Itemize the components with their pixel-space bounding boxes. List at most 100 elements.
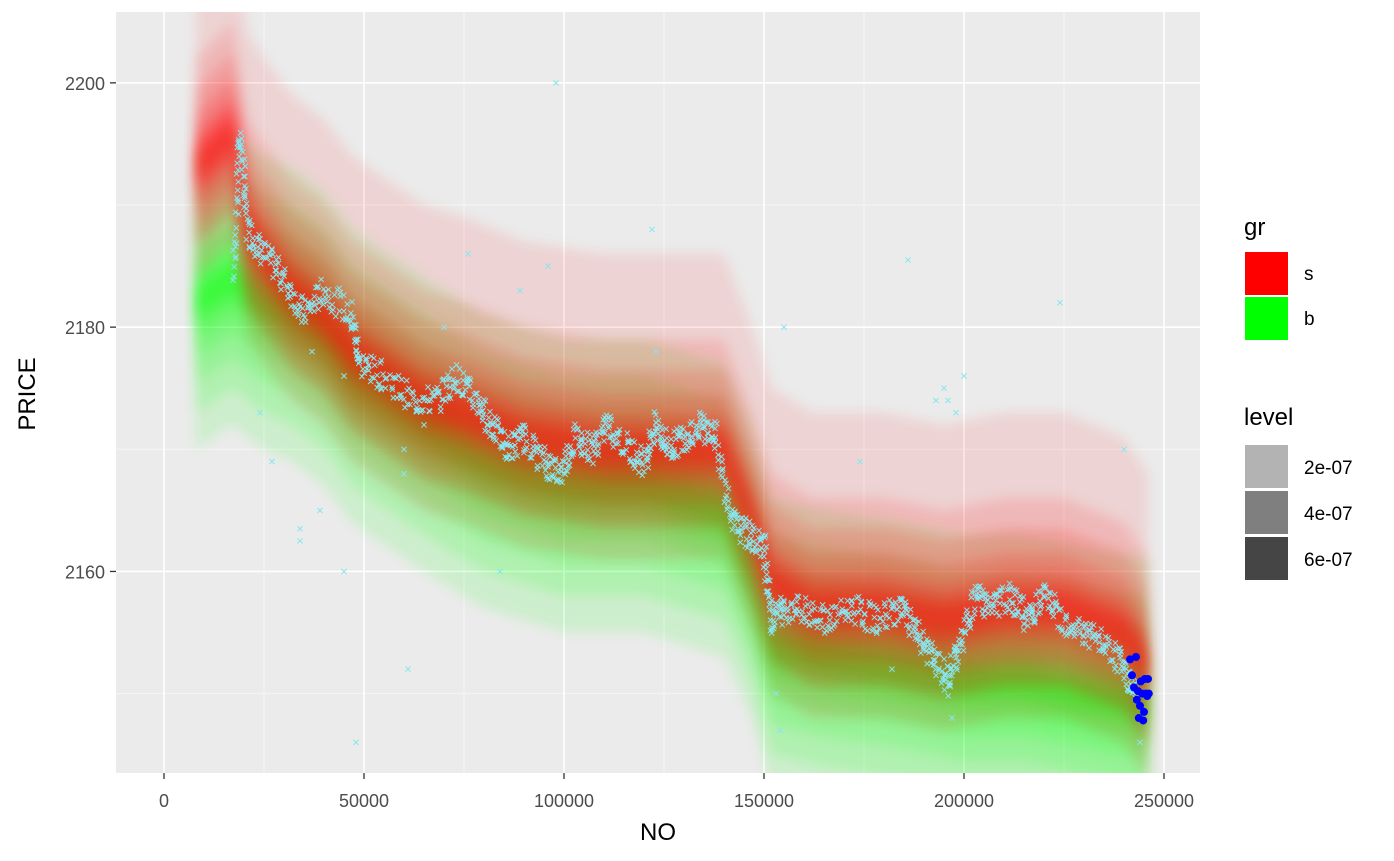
scatter-point (695, 433, 702, 440)
scatter-point (248, 222, 255, 229)
scatter-point (935, 650, 942, 657)
scatter-point (341, 373, 347, 379)
scatter-point (852, 621, 859, 627)
scatter-point (316, 295, 323, 302)
scatter-point (232, 232, 239, 239)
scatter-point (545, 460, 552, 467)
scatter-point (1040, 593, 1047, 599)
scatter-point (539, 462, 546, 469)
scatter-point (968, 594, 975, 601)
scatter-point (996, 612, 1003, 619)
scatter-point (907, 613, 914, 620)
scatter-point (571, 421, 578, 428)
scatter-point (765, 588, 771, 595)
scatter-point (624, 430, 631, 437)
scatter-point (495, 417, 502, 424)
scatter-point (495, 422, 502, 429)
scatter-point (953, 647, 960, 654)
scatter-point (1118, 648, 1125, 655)
scatter-point (439, 396, 446, 403)
scatter-point (698, 411, 704, 418)
scatter-point (567, 443, 574, 450)
scatter-point (238, 147, 245, 154)
scatter-point (1042, 584, 1049, 591)
scatter-point (770, 625, 777, 632)
scatter-point (788, 601, 795, 608)
scatter-point (240, 173, 247, 180)
scatter-point (624, 439, 631, 446)
scatter-point (355, 360, 362, 367)
scatter-point (1071, 633, 1078, 640)
scatter-point (941, 656, 948, 662)
scatter-point (1050, 613, 1057, 620)
scatter-point (654, 430, 661, 437)
scatter-point (470, 401, 477, 408)
scatter-point (1018, 596, 1025, 603)
x-tick-label: 0 (159, 791, 169, 811)
scatter-point (802, 594, 809, 601)
scatter-point (318, 276, 325, 283)
scatter-point (401, 470, 407, 477)
scatter-point (592, 435, 599, 442)
scatter-point (354, 355, 361, 362)
scatter-point (341, 568, 347, 575)
scatter-point (352, 325, 359, 332)
scatter-point (715, 442, 722, 449)
scatter-point (929, 640, 936, 647)
scatter-point (768, 630, 775, 636)
scatter-point (1053, 603, 1060, 610)
scatter-point (811, 605, 818, 612)
scatter-point (1117, 654, 1124, 661)
scatter-point (1022, 609, 1029, 616)
scatter-point (1092, 638, 1099, 645)
legend-label-level: 2e-07 (1304, 458, 1353, 479)
scatter-point (235, 178, 242, 185)
scatter-point (936, 651, 943, 658)
scatter-point (482, 397, 489, 404)
scatter-point (368, 353, 375, 360)
scatter-point (1121, 675, 1128, 682)
scatter-point (235, 211, 242, 218)
scatter-point (1032, 615, 1039, 622)
scatter-point (858, 598, 865, 605)
scatter-point (330, 306, 336, 313)
scatter-point (297, 525, 303, 532)
scatter-point (737, 539, 744, 546)
scatter-point (1012, 592, 1018, 598)
scatter-point (892, 621, 899, 628)
scatter-point (336, 285, 343, 292)
scatter-point (955, 648, 962, 654)
scatter-point (723, 492, 730, 499)
scatter-point (1102, 650, 1109, 657)
scatter-point (262, 255, 269, 261)
x-axis-title: NO (640, 819, 676, 846)
scatter-point (520, 449, 527, 456)
scatter-point (1099, 647, 1105, 654)
scatter-point (942, 670, 949, 677)
scatter-point (232, 253, 239, 260)
scatter-point (951, 647, 958, 654)
x-tick-label: 250000 (1134, 791, 1194, 811)
scatter-point (453, 361, 460, 368)
scatter-point (350, 313, 357, 320)
scatter-point (398, 376, 405, 383)
scatter-point (590, 460, 597, 467)
scatter-point (331, 291, 338, 298)
scatter-point (505, 441, 512, 448)
scatter-point (499, 443, 506, 450)
scatter-point (317, 507, 323, 514)
scatter-point (966, 617, 973, 624)
scatter-point (485, 414, 492, 421)
scatter-point (329, 301, 336, 308)
scatter-point (241, 183, 248, 189)
scatter-point (237, 144, 244, 151)
legend-title-level: level (1244, 404, 1293, 431)
scatter-point (744, 544, 751, 551)
scatter-point (941, 385, 947, 392)
scatter-point (1086, 644, 1092, 651)
scatter-point (581, 451, 588, 457)
scatter-point (243, 200, 250, 207)
scatter-point (1020, 594, 1027, 601)
scatter-point (426, 408, 433, 415)
scatter-point (242, 193, 248, 200)
